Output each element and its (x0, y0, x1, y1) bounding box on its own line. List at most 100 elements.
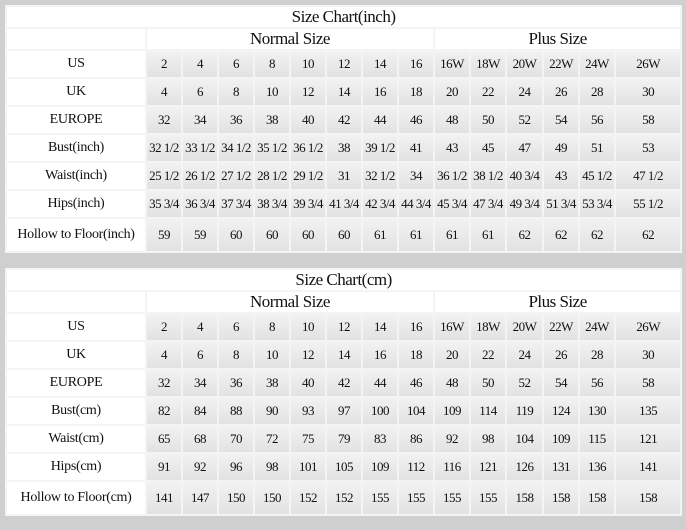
table-row: Hollow to Floor(inch) 59 59 60 60 60 60 61 61 61 6… (5, 217, 683, 253)
size-cell: 82 (145, 396, 183, 426)
size-cell: 152 (325, 480, 363, 516)
size-cell: 30 (613, 77, 683, 107)
size-cell: 130 (578, 396, 616, 426)
size-cell: 18 (397, 77, 435, 107)
size-cell: 150 (217, 480, 255, 516)
size-cell: 46 (397, 368, 435, 398)
size-cell: 75 (289, 424, 327, 454)
size-cell: 48 (433, 368, 471, 398)
size-cell: 18W (469, 49, 507, 79)
size-cell: 58 (613, 368, 683, 398)
size-cell: 44 (361, 368, 399, 398)
size-cell: 112 (397, 452, 435, 482)
size-cell: 53 3/4 (578, 189, 616, 219)
size-cell: 152 (289, 480, 327, 516)
group-header-normal: Normal Size (145, 27, 435, 51)
size-cell: 62 (578, 217, 616, 253)
size-cell: 115 (578, 424, 616, 454)
size-cell: 114 (469, 396, 507, 426)
size-cell: 38 1/2 (469, 161, 507, 191)
size-cell: 51 3/4 (542, 189, 580, 219)
size-cell: 58 (613, 105, 683, 135)
size-cell: 98 (469, 424, 507, 454)
size-cell: 10 (253, 340, 291, 370)
group-header-plus: Plus Size (432, 27, 683, 51)
size-cell: 2 (145, 312, 183, 342)
size-cell: 34 (397, 161, 435, 191)
size-cell: 12 (325, 312, 363, 342)
size-cell: 34 1/2 (217, 133, 255, 163)
size-cell: 50 (469, 368, 507, 398)
size-cell: 104 (505, 424, 544, 454)
row-label: Hips(cm) (5, 452, 147, 482)
size-cell: 43 (542, 161, 580, 191)
size-cell: 131 (542, 452, 580, 482)
size-cell: 124 (542, 396, 580, 426)
size-cell: 52 (505, 368, 544, 398)
size-cell: 36 3/4 (181, 189, 219, 219)
size-cell: 44 3/4 (397, 189, 435, 219)
size-cell: 16 (361, 340, 399, 370)
size-cell: 56 (578, 105, 616, 135)
size-cell: 121 (469, 452, 507, 482)
size-cell: 126 (505, 452, 544, 482)
size-cell: 50 (469, 105, 507, 135)
size-cell: 72 (253, 424, 291, 454)
size-cell: 158 (613, 480, 683, 516)
row-label: Hips(inch) (5, 189, 147, 219)
size-cell: 39 3/4 (289, 189, 327, 219)
size-cell: 40 3/4 (505, 161, 544, 191)
size-cell: 30 (613, 340, 683, 370)
size-cell: 141 (613, 452, 683, 482)
size-cell: 83 (361, 424, 399, 454)
size-cell: 44 (361, 105, 399, 135)
size-cell: 62 (542, 217, 580, 253)
row-label: UK (5, 340, 147, 370)
size-cell: 38 3/4 (253, 189, 291, 219)
table-row: US 2 4 6 8 10 12 14 16 16W 18W 20W 22W 24W 26W (5, 312, 683, 342)
size-cell: 79 (325, 424, 363, 454)
size-cell: 105 (325, 452, 363, 482)
chart-title: Size Chart(cm) (4, 268, 683, 292)
size-cell: 16W (433, 312, 471, 342)
size-cell: 155 (433, 480, 471, 516)
size-cell: 34 (181, 368, 219, 398)
size-cell: 91 (145, 452, 183, 482)
table-row: UK 4 6 8 10 12 14 16 18 20 22 24 26 28 30 (5, 340, 683, 370)
size-cell: 60 (325, 217, 363, 253)
size-cell: 68 (181, 424, 219, 454)
row-label: EUROPE (5, 105, 147, 135)
group-header-plus: Plus Size (432, 290, 683, 314)
size-cell: 104 (397, 396, 435, 426)
size-cell: 55 1/2 (613, 189, 683, 219)
size-cell: 59 (181, 217, 219, 253)
size-cell: 38 (253, 105, 291, 135)
size-cell: 60 (253, 217, 291, 253)
size-cell: 52 (505, 105, 544, 135)
size-cell: 4 (145, 340, 183, 370)
size-cell: 56 (578, 368, 616, 398)
size-cell: 47 (505, 133, 544, 163)
size-cell: 36 1/2 (289, 133, 327, 163)
size-cell: 37 3/4 (217, 189, 255, 219)
size-cell: 62 (613, 217, 683, 253)
size-cell: 22 (469, 77, 507, 107)
size-cell: 36 (217, 368, 255, 398)
size-cell: 61 (361, 217, 399, 253)
table-row: Bust(cm) 82 84 88 90 93 97 100 104 109 114 119 124 13… (5, 396, 683, 426)
size-cell: 48 (433, 105, 471, 135)
size-cell: 4 (181, 312, 219, 342)
size-cell: 35 1/2 (253, 133, 291, 163)
size-cell: 26 (542, 77, 580, 107)
size-cell: 31 (325, 161, 363, 191)
size-cell: 4 (145, 77, 183, 107)
size-cell: 8 (253, 312, 291, 342)
size-cell: 32 (145, 105, 183, 135)
size-cell: 53 (613, 133, 683, 163)
size-cell: 16 (397, 49, 435, 79)
size-cell: 26W (613, 49, 683, 79)
size-cell: 8 (217, 77, 255, 107)
size-cell: 96 (217, 452, 255, 482)
size-cell: 86 (397, 424, 435, 454)
size-cell: 34 (181, 105, 219, 135)
